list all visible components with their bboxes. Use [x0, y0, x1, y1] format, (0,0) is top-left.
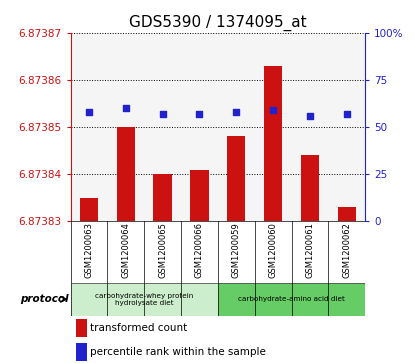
Bar: [154, 174, 172, 221]
Point: [85, 109, 92, 115]
Text: GSM1200059: GSM1200059: [232, 223, 241, 278]
Text: GSM1200062: GSM1200062: [342, 223, 351, 278]
Bar: [107, 283, 144, 316]
Text: GSM1200063: GSM1200063: [85, 223, 93, 278]
Bar: [291, 283, 328, 316]
Point: [196, 111, 203, 117]
Text: carbohydrate-whey protein
hydrolysate diet: carbohydrate-whey protein hydrolysate di…: [95, 293, 193, 306]
Bar: [76, 319, 87, 337]
Bar: [218, 283, 255, 316]
Point: [122, 105, 129, 111]
Text: GSM1200064: GSM1200064: [121, 223, 130, 278]
Text: carbohydrate-amino acid diet: carbohydrate-amino acid diet: [238, 296, 345, 302]
Text: transformed count: transformed count: [90, 323, 187, 333]
Bar: [80, 198, 98, 221]
Point: [159, 111, 166, 117]
Title: GDS5390 / 1374095_at: GDS5390 / 1374095_at: [129, 15, 307, 31]
Point: [270, 107, 276, 113]
Point: [233, 109, 239, 115]
Bar: [181, 283, 218, 316]
Bar: [337, 207, 356, 221]
Bar: [190, 170, 209, 221]
Point: [344, 111, 350, 117]
Text: GSM1200066: GSM1200066: [195, 223, 204, 278]
Bar: [71, 283, 107, 316]
Text: GSM1200060: GSM1200060: [269, 223, 278, 278]
Bar: [76, 343, 87, 361]
Text: percentile rank within the sample: percentile rank within the sample: [90, 347, 266, 357]
Text: GSM1200065: GSM1200065: [158, 223, 167, 278]
Text: GSM1200061: GSM1200061: [305, 223, 315, 278]
Bar: [328, 283, 365, 316]
Bar: [227, 136, 246, 221]
Text: protocol: protocol: [20, 294, 69, 304]
Bar: [117, 127, 135, 221]
Bar: [264, 66, 282, 221]
Point: [307, 113, 313, 119]
Bar: [301, 155, 319, 221]
Bar: [255, 283, 291, 316]
Bar: [144, 283, 181, 316]
